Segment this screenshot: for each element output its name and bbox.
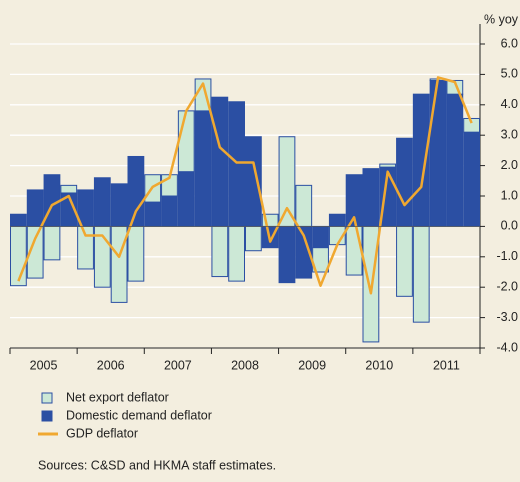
y-tick-label: -3.0 xyxy=(496,310,518,324)
bar xyxy=(379,163,397,168)
y-unit-label: % yoy xyxy=(484,12,519,26)
x-tick-label: 2007 xyxy=(164,358,192,372)
bar xyxy=(228,101,245,227)
bar xyxy=(362,168,380,227)
bar xyxy=(278,136,296,227)
y-tick-label: 5.0 xyxy=(501,67,518,81)
x-tick-label: 2010 xyxy=(365,358,393,372)
legend-label: GDP deflator xyxy=(66,426,138,440)
gdp-line xyxy=(17,76,473,295)
bar xyxy=(177,110,195,173)
bar xyxy=(312,225,329,249)
bar xyxy=(446,93,464,227)
legend-label: Domestic demand deflator xyxy=(66,408,212,422)
bar xyxy=(110,225,128,303)
x-tick-label: 2011 xyxy=(433,358,460,372)
bar xyxy=(127,225,145,282)
bar xyxy=(43,225,61,261)
bar xyxy=(463,131,481,227)
x-tick-label: 2006 xyxy=(97,358,125,372)
bar xyxy=(194,110,212,227)
bar xyxy=(295,184,313,227)
bar xyxy=(412,93,430,227)
bar xyxy=(228,225,245,282)
bar xyxy=(26,189,44,227)
bar xyxy=(93,177,111,227)
bar xyxy=(345,225,363,276)
source-note: Sources: C&SD and HKMA staff estimates. xyxy=(38,458,276,472)
y-tick-label: 3.0 xyxy=(501,127,518,141)
legend-label: Net export deflator xyxy=(66,390,169,404)
y-tick-label: 6.0 xyxy=(501,36,518,50)
bar xyxy=(412,225,430,323)
bar xyxy=(127,155,145,227)
bar xyxy=(245,136,262,227)
x-tick-label: 2009 xyxy=(298,358,326,372)
bar xyxy=(110,183,128,227)
bar xyxy=(144,201,162,227)
bar xyxy=(328,213,346,227)
bar xyxy=(396,137,413,227)
y-tick-label: -4.0 xyxy=(496,340,518,354)
y-tick-label: -1.0 xyxy=(496,249,518,263)
x-tick-label: 2005 xyxy=(30,358,58,372)
y-tick-label: 2.0 xyxy=(501,158,518,172)
legend-swatch xyxy=(41,392,53,404)
bar xyxy=(278,225,296,284)
bar xyxy=(429,79,447,227)
y-tick-label: 4.0 xyxy=(501,97,518,111)
bar xyxy=(10,213,27,227)
y-tick-label: 1.0 xyxy=(501,188,518,202)
y-tick-label: 0.0 xyxy=(501,219,518,233)
legend-swatch xyxy=(41,410,53,422)
bar xyxy=(211,225,229,278)
bar xyxy=(211,96,229,227)
bar xyxy=(177,171,195,227)
bar xyxy=(396,225,413,297)
y-tick-label: -2.0 xyxy=(496,279,518,293)
bar xyxy=(245,225,262,252)
x-tick-label: 2008 xyxy=(231,358,259,372)
bar xyxy=(161,195,178,227)
bar xyxy=(10,225,27,287)
bar xyxy=(463,117,481,133)
bar xyxy=(60,184,78,194)
